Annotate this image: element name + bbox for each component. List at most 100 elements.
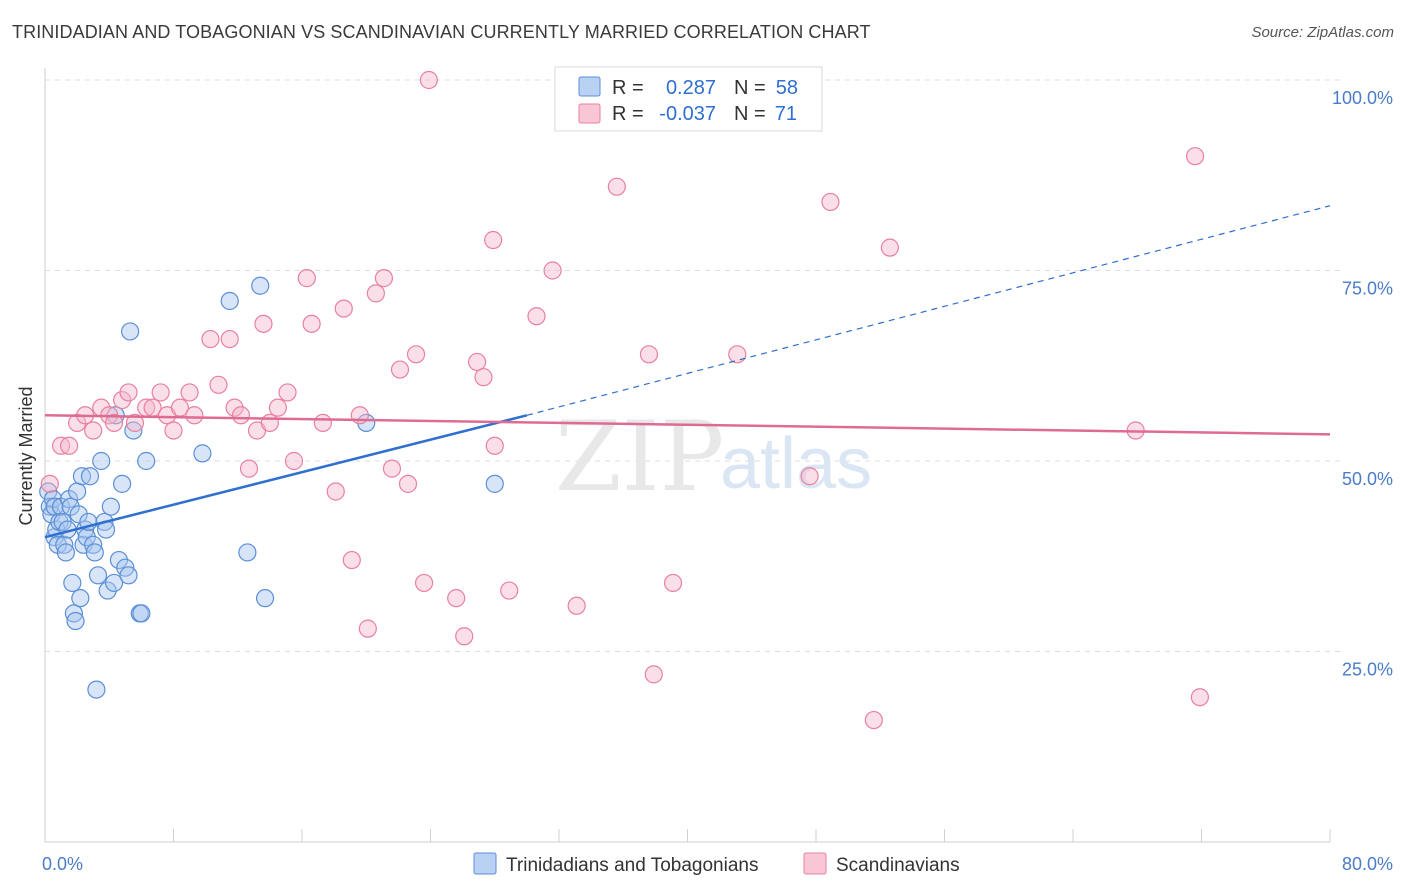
trinidadian-point-36 [101, 497, 120, 516]
scandinavian-point-39 [358, 619, 377, 638]
scandinavian-point-29 [268, 398, 288, 417]
series-scandinavians [40, 70, 1209, 730]
scandinavian-point-45 [406, 345, 426, 364]
series-trinidadians [39, 276, 504, 699]
scandinavian-point-9 [112, 390, 132, 410]
scandinavian-point-65 [864, 710, 883, 730]
trinidadian-point-46 [132, 604, 151, 623]
watermark: ZIP atlas [555, 401, 872, 513]
scandinavian-point-27 [254, 314, 273, 333]
trinidadian-point-52 [255, 589, 275, 608]
trinidadian-point-28 [84, 535, 103, 554]
y-tick-label-0: 25.0% [1342, 660, 1393, 680]
scandinavian-point-52 [484, 230, 503, 250]
gridlines [45, 79, 1340, 652]
trend-line-trinidadian [44, 414, 528, 539]
scandinavian-point-24 [231, 406, 251, 425]
scandinavian-point-22 [220, 329, 239, 349]
trinidadian-point-21 [71, 589, 90, 608]
scandinavian-point-0 [40, 474, 59, 493]
trinidadian-point-49 [220, 291, 239, 311]
scandinavian-point-8 [104, 413, 124, 432]
trinidadian-point-35 [98, 581, 117, 600]
series-legend-blue-label: Trinidadians and Tobagonians [506, 855, 758, 876]
scandinavian-point-48 [447, 589, 466, 608]
y-tick-label-3: 100.0% [1332, 88, 1393, 108]
scandinavian-point-58 [607, 177, 626, 196]
legend-r-value-2: -0.037 [659, 103, 716, 125]
chart-title: TRINIDADIAN AND TOBAGONIAN VS SCANDINAVI… [12, 22, 871, 42]
scandinavian-point-35 [326, 482, 345, 501]
legend-n-label-2: N = [734, 103, 766, 125]
scandinavian-point-53 [485, 436, 504, 455]
scandinavian-point-47 [419, 70, 438, 90]
scandinavian-point-55 [527, 307, 546, 326]
scandinavian-point-5 [84, 421, 103, 440]
scandinavian-point-32 [297, 269, 316, 288]
scandinavian-point-28 [260, 413, 279, 432]
trinidadian-point-54 [485, 474, 504, 493]
trend-line-scandinavian [44, 414, 1331, 436]
trinidadian-point-20 [69, 505, 88, 524]
stats-legend: R = 0.287 N = 58 R = -0.037 N = 71 [554, 66, 823, 132]
scandinavian-point-57 [567, 596, 586, 615]
series-legend-pink-label: Scandinavians [836, 855, 960, 876]
scandinavian-point-33 [302, 314, 321, 333]
scandinavian-point-19 [185, 406, 204, 425]
trinidadian-point-44 [124, 421, 143, 440]
scandinavian-point-46 [414, 573, 434, 593]
scandinavian-point-41 [374, 269, 394, 288]
trinidadian-point-50 [238, 543, 257, 562]
y-tick-label-1: 50.0% [1342, 469, 1393, 489]
trinidadian-point-31 [88, 566, 108, 585]
scandinavian-point-11 [125, 413, 145, 432]
legend-n-value-1: 58 [776, 77, 798, 99]
scandinavian-point-20 [201, 329, 220, 349]
x-tick-max: 80.0% [1342, 854, 1393, 874]
trinidadian-point-17 [64, 604, 84, 623]
scandinavian-point-2 [59, 436, 79, 455]
scandinavian-point-60 [644, 665, 663, 684]
scandinavian-point-40 [366, 284, 385, 303]
scandinavian-point-18 [180, 383, 199, 402]
trinidadian-point-32 [92, 451, 111, 471]
y-tick-labels: 25.0% 50.0% 75.0% 100.0% [1332, 88, 1393, 680]
scandinavian-point-56 [543, 261, 562, 280]
trinidadian-point-25 [77, 528, 96, 547]
scandinavian-point-16 [164, 421, 183, 440]
scandinavian-point-69 [1190, 688, 1209, 707]
scandinavian-point-31 [284, 451, 304, 471]
watermark-atlas: atlas [720, 424, 872, 504]
scandinavian-point-25 [239, 459, 259, 478]
trend-lines [44, 205, 1331, 539]
trinidadian-point-12 [56, 543, 75, 562]
trinidadian-point-39 [109, 550, 128, 570]
scandinavian-point-49 [455, 627, 474, 646]
source-credit: Source: ZipAtlas.com [1251, 24, 1394, 41]
trend-line-trinidadian-extension [526, 205, 1331, 416]
scandinavian-point-62 [728, 345, 747, 364]
trinidadian-point-27 [80, 467, 100, 486]
scandinavian-point-37 [342, 550, 361, 570]
legend-n-value-2: 71 [775, 103, 797, 125]
y-axis-title: Currently Married [16, 386, 36, 525]
stats-legend-blue-swatch [578, 76, 601, 97]
trinidadian-point-40 [112, 474, 132, 493]
scandinavian-point-42 [382, 459, 402, 478]
trinidadian-point-19 [68, 482, 87, 501]
trinidadian-point-11 [55, 535, 74, 554]
scandinavian-point-59 [639, 345, 659, 364]
scandinavian-point-30 [278, 383, 297, 402]
legend-r-label-2: R = [612, 103, 644, 125]
scandinavian-point-54 [500, 581, 519, 600]
x-tick-min: 0.0% [42, 854, 83, 874]
trinidadian-point-29 [85, 543, 104, 562]
trinidadian-point-48 [193, 444, 212, 463]
legend-r-value-1: 0.287 [666, 77, 716, 99]
scandinavian-point-36 [334, 299, 353, 318]
scandinavian-point-51 [474, 368, 493, 387]
trinidadian-point-47 [137, 451, 156, 471]
series-legend: Trinidadians and Tobagonians Scandinavia… [473, 852, 960, 876]
scandinavian-point-14 [151, 383, 170, 402]
